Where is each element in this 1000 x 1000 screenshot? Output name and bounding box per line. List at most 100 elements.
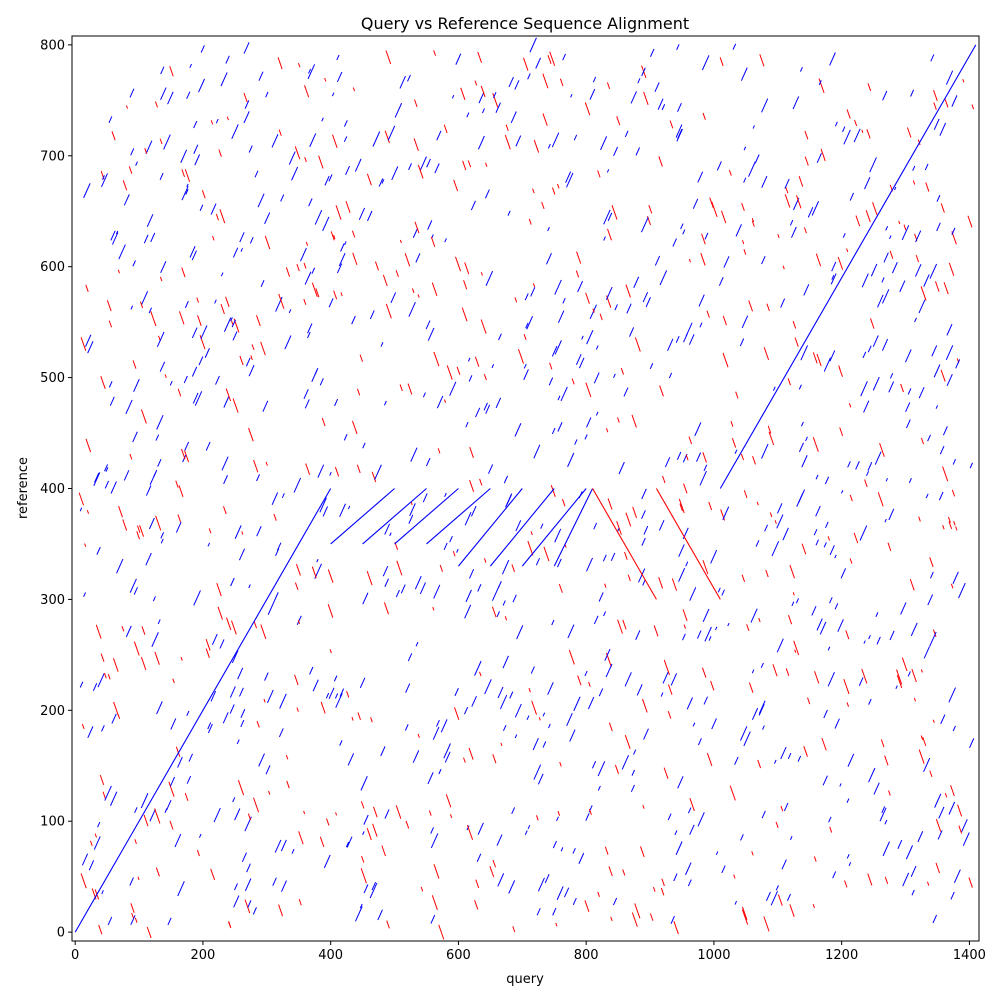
forward-fragment [514, 734, 518, 739]
forward-fragment [215, 118, 219, 124]
forward-fragment [630, 784, 635, 793]
forward-fragment [734, 756, 739, 765]
forward-fragment [811, 201, 820, 216]
reverse-fragment [445, 794, 452, 808]
forward-fragment [710, 549, 718, 564]
reverse-fragment [483, 558, 487, 563]
reverse-fragment [169, 66, 174, 77]
forward-fragment [469, 568, 475, 579]
forward-fragment [186, 710, 190, 716]
forward-fragment [938, 806, 945, 819]
forward-fragment [189, 63, 192, 69]
reverse-fragment [414, 99, 418, 108]
reverse-fragment [792, 320, 797, 329]
forward-fragment [945, 70, 954, 85]
reverse-fragment [649, 913, 654, 921]
forward-fragment [359, 677, 366, 689]
forward-fragment [907, 388, 912, 395]
reverse-fragment [474, 899, 479, 910]
reverse-fragment [584, 102, 591, 116]
reverse-fragment [137, 525, 141, 533]
reverse-fragment [702, 560, 709, 575]
reverse-fragment [155, 867, 160, 877]
forward-fragment [689, 824, 695, 835]
forward-fragment [362, 592, 369, 605]
reverse-fragment [244, 899, 251, 914]
forward-fragment [248, 364, 255, 377]
forward-fragment [800, 345, 808, 361]
forward-fragment [346, 836, 353, 848]
forward-fragment [427, 220, 433, 230]
forward-fragment [847, 753, 855, 767]
forward-fragment [961, 819, 968, 833]
forward-fragment [643, 728, 649, 740]
forward-fragment [475, 407, 481, 418]
reverse-fragment [872, 202, 878, 216]
reverse-fragment [311, 566, 317, 579]
reverse-fragment [678, 498, 685, 514]
forward-fragment [233, 895, 240, 908]
reverse-fragment [568, 649, 575, 665]
forward-fragment [873, 782, 880, 795]
forward-fragment [818, 80, 822, 86]
forward-fragment [597, 785, 601, 791]
forward-fragment [501, 559, 510, 575]
forward-fragment [704, 232, 709, 240]
forward-fragment [837, 619, 844, 632]
reverse-fragment [417, 164, 424, 179]
reverse-fragment [688, 258, 691, 263]
reverse-fragment [168, 781, 175, 797]
forward-fragment [716, 161, 722, 171]
reverse-fragment [352, 87, 356, 92]
reverse-fragment [89, 840, 93, 847]
forward-alignment-line [394, 488, 459, 545]
forward-fragment [689, 587, 697, 601]
forward-fragment [771, 540, 780, 557]
forward-fragment [108, 116, 113, 123]
forward-fragment [846, 798, 850, 803]
forward-fragment [471, 695, 477, 707]
forward-fragment [834, 603, 839, 610]
forward-fragment [484, 189, 490, 199]
forward-fragment [464, 512, 472, 526]
reverse-fragment [492, 859, 497, 868]
forward-fragment [734, 449, 738, 454]
forward-fragment [624, 672, 632, 687]
reverse-fragment [667, 711, 672, 719]
reverse-fragment [294, 582, 299, 591]
reverse-fragment [100, 653, 105, 662]
forward-fragment [186, 183, 189, 188]
forward-fragment [387, 125, 396, 141]
x-tick-label: 200 [191, 948, 216, 963]
reverse-fragment [527, 540, 534, 556]
reverse-fragment [861, 668, 868, 684]
reverse-fragment [614, 764, 620, 775]
reverse-fragment [653, 625, 659, 637]
reverse-fragment [321, 417, 326, 427]
forward-fragment [83, 183, 91, 199]
forward-fragment [842, 232, 846, 238]
reverse-fragment [385, 303, 392, 319]
forward-fragment [674, 830, 678, 836]
forward-fragment [868, 634, 871, 640]
forward-fragment [597, 761, 606, 777]
forward-fragment [969, 462, 974, 469]
forward-fragment [815, 474, 819, 480]
forward-fragment [614, 304, 618, 311]
reverse-fragment [371, 471, 377, 483]
forward-fragment [573, 134, 578, 141]
forward-fragment [641, 510, 646, 520]
forward-fragment [288, 309, 292, 314]
y-tick-label: 800 [40, 38, 65, 53]
forward-fragment [509, 691, 514, 699]
reverse-fragment [366, 828, 372, 841]
reverse-fragment [571, 378, 575, 385]
forward-fragment [514, 703, 522, 718]
forward-fragment [125, 399, 133, 415]
forward-fragment [930, 571, 934, 579]
reverse-fragment [104, 672, 107, 679]
forward-fragment [265, 765, 271, 775]
forward-fragment [562, 53, 566, 61]
forward-fragment [220, 272, 224, 277]
forward-fragment [952, 725, 956, 732]
